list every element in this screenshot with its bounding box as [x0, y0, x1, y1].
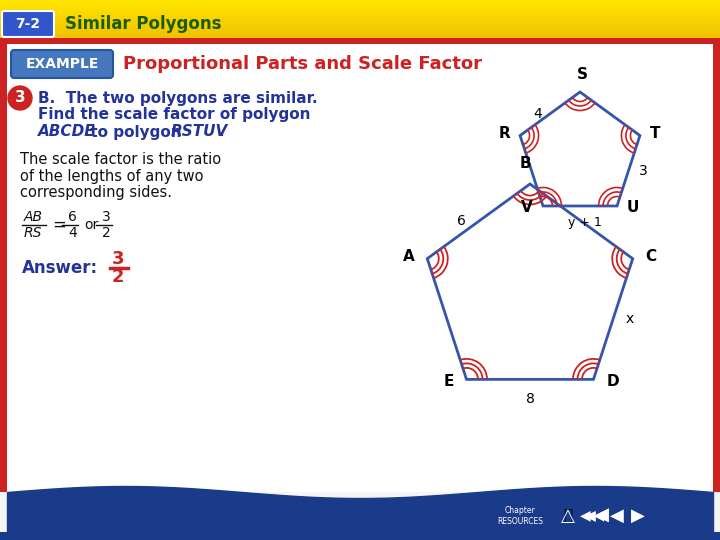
- FancyBboxPatch shape: [2, 11, 54, 37]
- Bar: [7, 40, 713, 492]
- Text: Similar Polygons: Similar Polygons: [65, 15, 222, 33]
- Text: of the lengths of any two: of the lengths of any two: [20, 168, 204, 184]
- Text: R: R: [498, 126, 510, 141]
- Bar: [0, 36, 720, 37]
- Bar: [0, 21, 720, 22]
- Bar: [0, 18, 720, 19]
- Bar: [0, 4, 720, 5]
- Text: to polygon: to polygon: [85, 125, 187, 139]
- Bar: [0, 3, 720, 4]
- Bar: [0, 31, 720, 32]
- Bar: [0, 33, 720, 34]
- Text: ▶: ▶: [631, 507, 645, 525]
- Bar: [0, 14, 720, 15]
- Bar: [0, 7, 720, 8]
- Text: 3: 3: [14, 91, 25, 105]
- Bar: [0, 2, 720, 3]
- Text: The scale factor is the ratio: The scale factor is the ratio: [20, 152, 221, 167]
- Bar: [0, 27, 720, 28]
- Bar: [0, 34, 720, 35]
- Text: 3: 3: [112, 250, 125, 268]
- Bar: [0, 10, 720, 11]
- Bar: [0, 15, 720, 16]
- Text: 2: 2: [112, 268, 125, 286]
- Bar: [0, 35, 720, 36]
- Text: V: V: [521, 200, 533, 215]
- Text: Proportional Parts and Scale Factor: Proportional Parts and Scale Factor: [123, 55, 482, 73]
- Text: y + 1: y + 1: [568, 216, 602, 229]
- Text: S: S: [577, 67, 588, 82]
- Bar: [0, 8, 720, 9]
- Text: 3: 3: [639, 164, 647, 178]
- Text: ◀: ◀: [585, 508, 595, 522]
- Text: ◀: ◀: [580, 508, 590, 522]
- Text: A: A: [402, 249, 414, 264]
- Text: RS: RS: [24, 226, 42, 240]
- Text: Find the scale factor of polygon: Find the scale factor of polygon: [38, 107, 310, 123]
- Bar: [0, 12, 720, 13]
- Text: ◀: ◀: [595, 506, 609, 524]
- Bar: [0, 22, 720, 23]
- Text: 6: 6: [68, 210, 77, 224]
- Text: Chapter
RESOURCES: Chapter RESOURCES: [497, 507, 543, 526]
- Text: B: B: [519, 156, 531, 171]
- Text: ◀: ◀: [610, 507, 624, 525]
- Text: △: △: [561, 507, 575, 525]
- Bar: [0, 6, 720, 7]
- Text: 🏠: 🏠: [564, 509, 572, 523]
- Text: =: =: [52, 216, 66, 234]
- Text: T: T: [650, 126, 660, 141]
- FancyBboxPatch shape: [11, 50, 113, 78]
- Bar: [0, 17, 720, 18]
- Text: or: or: [84, 218, 98, 232]
- Bar: [0, 40, 7, 492]
- Text: ◀: ◀: [595, 506, 609, 524]
- Bar: [0, 20, 720, 21]
- Bar: [0, 5, 720, 6]
- Text: ABCDE: ABCDE: [38, 125, 96, 139]
- Text: AB: AB: [24, 210, 43, 224]
- Bar: [0, 37, 720, 38]
- Bar: [0, 0, 720, 1]
- Text: EXAMPLE: EXAMPLE: [25, 57, 99, 71]
- Bar: [0, 23, 720, 24]
- Bar: [0, 532, 720, 540]
- Text: B.  The two polygons are similar.: B. The two polygons are similar.: [38, 91, 318, 105]
- Text: .: .: [219, 125, 225, 139]
- Text: E: E: [443, 374, 454, 389]
- Bar: [0, 1, 720, 2]
- Text: 4: 4: [534, 107, 542, 121]
- Text: D: D: [606, 374, 619, 389]
- Bar: [0, 9, 720, 10]
- Text: ◀◀: ◀◀: [586, 510, 606, 523]
- Text: x: x: [625, 312, 634, 326]
- Text: 4: 4: [68, 226, 77, 240]
- Text: 6: 6: [456, 214, 466, 228]
- Text: RSTUV: RSTUV: [171, 125, 228, 139]
- Text: U: U: [627, 200, 639, 215]
- Bar: [0, 29, 720, 30]
- Text: 8: 8: [526, 393, 534, 407]
- Bar: [0, 32, 720, 33]
- Bar: [0, 24, 720, 25]
- Bar: [713, 40, 720, 492]
- Bar: [0, 38, 720, 39]
- Bar: [0, 25, 720, 26]
- Circle shape: [8, 86, 32, 110]
- Bar: [0, 28, 720, 29]
- Bar: [0, 11, 720, 12]
- Bar: [0, 13, 720, 14]
- Text: 2: 2: [102, 226, 111, 240]
- Text: C: C: [646, 249, 657, 264]
- Bar: [0, 30, 720, 31]
- Text: corresponding sides.: corresponding sides.: [20, 185, 172, 199]
- Bar: [0, 26, 720, 27]
- Bar: [0, 38, 720, 44]
- Text: Answer:: Answer:: [22, 259, 98, 277]
- Bar: [0, 39, 720, 40]
- Bar: [0, 16, 720, 17]
- Bar: [0, 19, 720, 20]
- Text: 3: 3: [102, 210, 111, 224]
- Text: 7-2: 7-2: [15, 17, 40, 31]
